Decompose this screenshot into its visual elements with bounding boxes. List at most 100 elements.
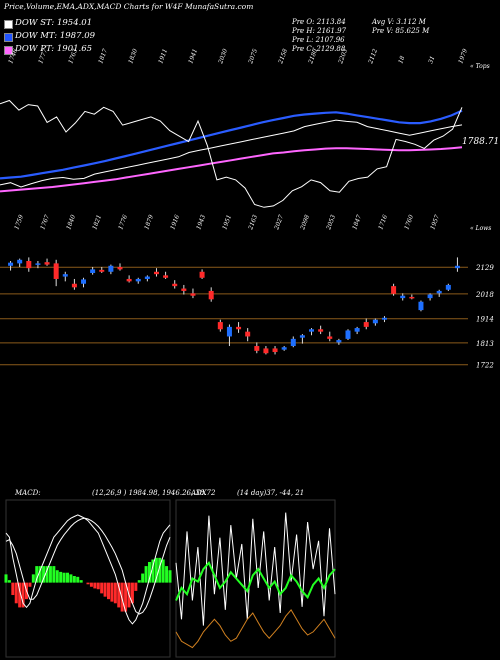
candle-body — [26, 260, 32, 269]
bottom-tick-label: 2053 — [325, 214, 337, 232]
candle-body — [281, 347, 287, 350]
candle-body — [53, 263, 59, 279]
stat-pre-close: Pre C: 2129.88 — [292, 45, 346, 53]
macd-params: (12,26,9 ) 1984.98, 1946.26, 38.72 — [92, 489, 216, 497]
stat-pre-open: Pre O: 2113.84 — [292, 18, 346, 26]
ema-line-2 — [0, 109, 463, 180]
level-label: 1722 — [476, 362, 494, 370]
top-tick-label: 1941 — [187, 48, 199, 65]
level-label: 2018 — [475, 291, 494, 299]
candle-body — [272, 348, 278, 353]
bottom-tick-label: 1847 — [351, 214, 363, 231]
legend-label-mt: DOW MT: 1987.09 — [15, 31, 96, 41]
candle-body — [17, 259, 23, 264]
legend-swatch-st — [4, 20, 13, 29]
candle-body — [108, 265, 114, 272]
candle-body — [372, 319, 378, 324]
level-label: 2129 — [475, 264, 494, 272]
bottom-tick-label: 1776 — [117, 214, 129, 231]
bottom-tick-label: 1943 — [195, 214, 207, 231]
legend-label-pt: DOW PT: 1901.65 — [15, 44, 93, 54]
macd-line — [5, 514, 171, 625]
bottom-tick-label: 2098 — [299, 214, 311, 232]
bottom-tick-label: 1759 — [13, 214, 25, 231]
candle-body — [217, 322, 223, 330]
candle-body — [71, 283, 77, 288]
page-title: Price,Volume,EMA,ADX,MACD Charts for W4F… — [4, 2, 254, 11]
candle-body — [144, 276, 150, 279]
candle-body — [153, 271, 159, 275]
top-tick-label: 2158 — [277, 48, 289, 66]
candle-body — [445, 284, 451, 290]
candle-body — [454, 265, 460, 269]
legend-item-mt: DOW MT: 1987.09 — [4, 31, 124, 43]
bottom-tick-label: 2027 — [273, 214, 285, 232]
macd-signal-line — [5, 517, 171, 615]
top-tick-label: 1830 — [127, 48, 139, 65]
adx-label: ADX — [191, 489, 207, 497]
macd-label: MACD: — [15, 489, 41, 497]
candle-body — [354, 328, 360, 332]
candle-body — [163, 275, 169, 278]
top-tick-label: 1777 — [37, 48, 49, 65]
legend-item-pt: DOW PT: 1901.65 — [4, 44, 124, 56]
candle-body — [199, 271, 205, 278]
candle-body — [126, 278, 132, 282]
candle-body — [181, 288, 187, 291]
top-tick-label: 1746 — [7, 48, 19, 65]
candle-body — [99, 269, 105, 272]
candle-body — [381, 317, 387, 320]
stat-pre-vol: Pre V: 85.625 M — [372, 27, 430, 35]
ema-line-3 — [0, 146, 463, 193]
candle-body — [81, 279, 87, 284]
bottom-tick-label: 1716 — [377, 214, 389, 231]
top-tick-label: 2112 — [367, 48, 379, 66]
candle-body — [400, 295, 406, 299]
candle-body — [226, 326, 232, 337]
adx-line — [175, 609, 336, 649]
bottom-tick-label: 1760 — [403, 214, 415, 231]
top-tick-label: 2075 — [247, 48, 259, 66]
candle-body — [427, 294, 433, 299]
stat-pre-high: Pre H: 2161.97 — [292, 27, 347, 35]
bottom-tick-label: 2163 — [247, 214, 259, 232]
top-tick-label: 2203 — [337, 48, 349, 66]
candle-body — [309, 329, 315, 332]
bottom-tick-label: 1767 — [39, 214, 51, 231]
stat-pre-low: Pre L: 2107.96 — [292, 36, 345, 44]
candle-body — [290, 338, 296, 347]
top-tick-label: 18 — [397, 55, 406, 65]
candle-body — [409, 296, 415, 299]
candle-body — [363, 322, 369, 327]
price-line — [0, 99, 463, 208]
legend-label-st: DOW ST: 1954.01 — [15, 18, 93, 28]
candle-body — [263, 348, 269, 354]
legend-swatch-mt — [4, 33, 13, 42]
candle-body — [236, 326, 242, 330]
bottom-tick-label: 1957 — [429, 214, 441, 231]
legend-swatch-pt — [4, 46, 13, 55]
bottom-tick-label: 1879 — [143, 214, 155, 231]
adx-minus-di-line — [175, 560, 336, 601]
top-tick-label: 2030 — [217, 48, 229, 66]
candle-body — [418, 301, 424, 311]
candle-body — [135, 278, 141, 282]
level-label: 1813 — [476, 340, 494, 348]
top-tick-label: 2180 — [307, 48, 319, 66]
top-tick-label: 31 — [427, 55, 436, 65]
candle-body — [208, 290, 214, 300]
adx-params: (14 day)37, -44, 21 — [237, 489, 305, 497]
candle-body — [117, 266, 123, 270]
candle-body — [35, 263, 41, 265]
candle-body — [44, 262, 50, 265]
candle-body — [90, 269, 96, 273]
legend-item-st: DOW ST: 1954.01 — [4, 18, 124, 30]
tops-label: « Tops — [470, 63, 490, 70]
bottom-tick-label: 1821 — [91, 214, 103, 231]
bottom-tick-label: 1951 — [221, 214, 233, 231]
bottom-tick-label: 1916 — [169, 214, 181, 231]
adx-plus-di-line — [175, 512, 336, 626]
candle-body — [327, 336, 333, 339]
